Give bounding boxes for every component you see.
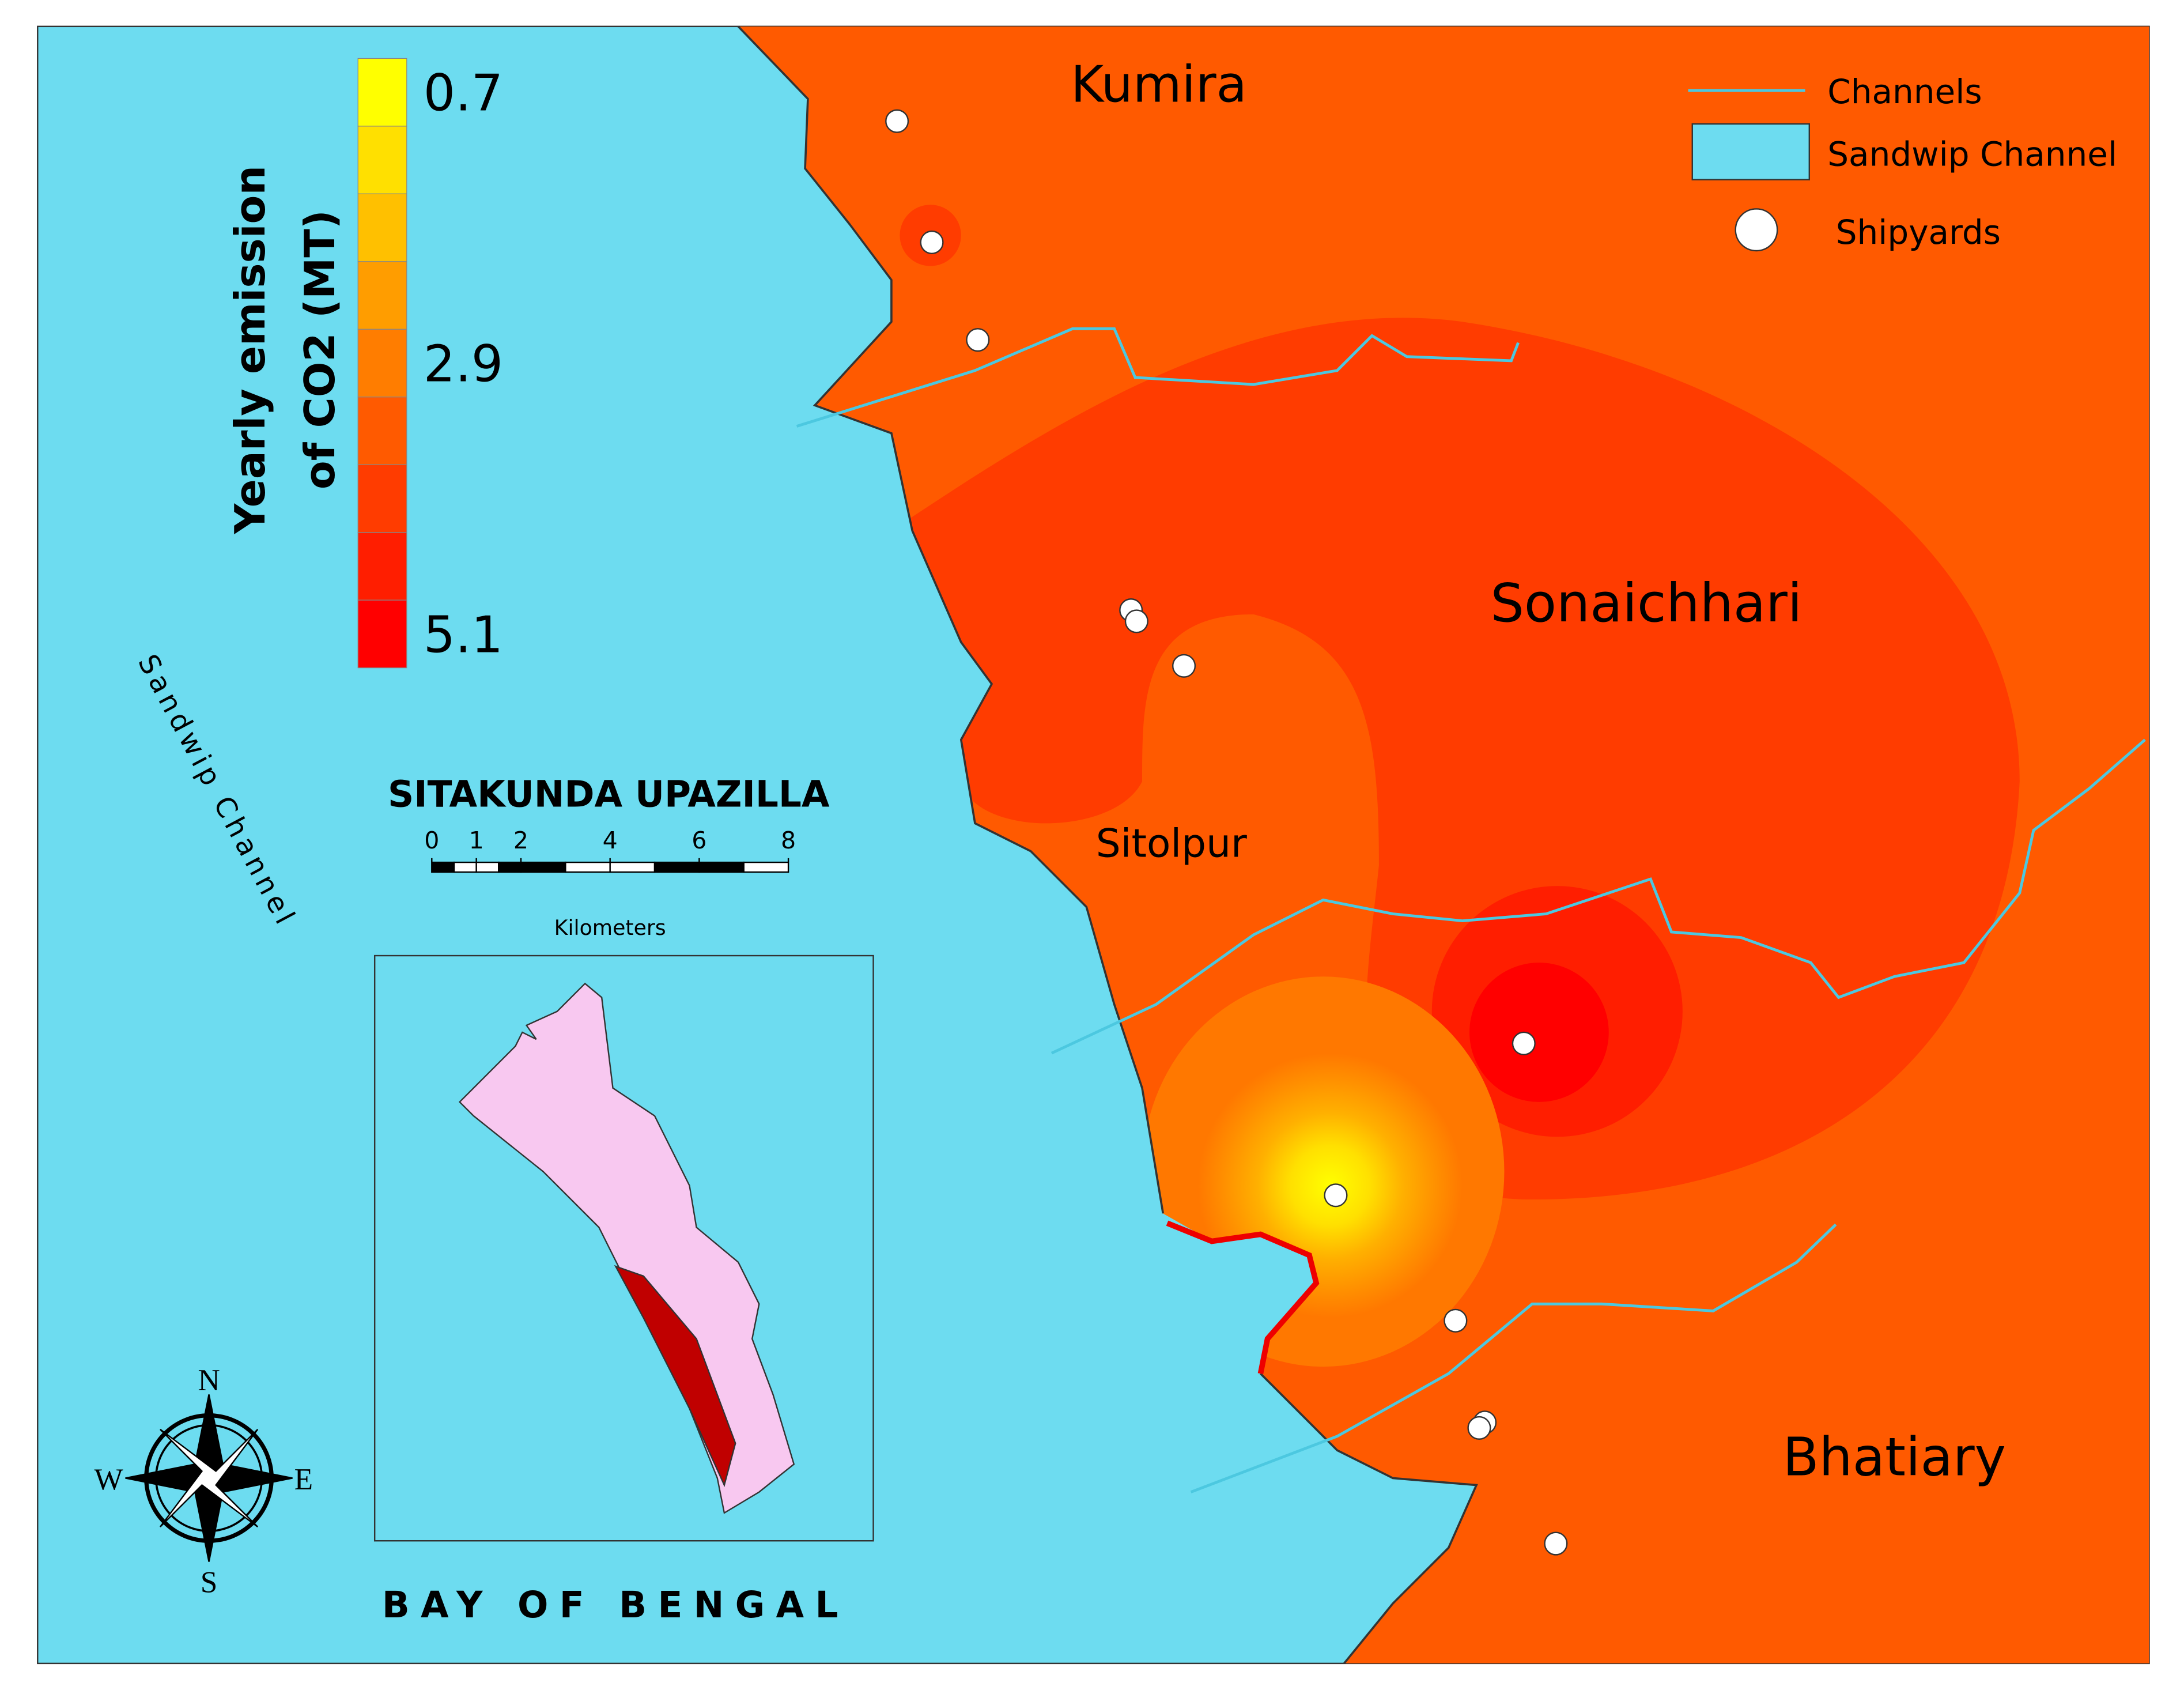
shipyards-part <box>1512 1031 1536 1055</box>
channels-part <box>796 327 1520 428</box>
scale-segment <box>698 861 745 873</box>
shipyards-part <box>1544 1531 1568 1556</box>
scale-tick-label: 2 <box>513 827 528 854</box>
channels <box>796 327 2146 1493</box>
boundary <box>1166 1220 1320 1375</box>
place-label: Sonaichhari <box>1491 572 1803 634</box>
colorbar-class <box>357 397 407 465</box>
compass-label: S <box>201 1565 218 1599</box>
scale-segment <box>453 861 477 873</box>
shipyards-part <box>920 230 944 255</box>
legend-swatch <box>1735 208 1778 252</box>
scale-tick-label: 1 <box>469 827 484 854</box>
scale-segment <box>743 861 789 873</box>
shipyards <box>885 109 1568 1556</box>
colorbar-class <box>357 193 407 262</box>
compass-label: N <box>198 1363 220 1397</box>
compass-part <box>159 1428 259 1528</box>
shipyards-part <box>1324 1183 1348 1208</box>
colorbar: 0.7 2.9 5.1 <box>357 58 503 669</box>
shipyards-part <box>966 328 990 352</box>
shipyards-part <box>1444 1308 1468 1333</box>
place-label: Bhatiary <box>1783 1427 2006 1488</box>
colorbar-class <box>357 532 407 601</box>
scale-segment <box>565 861 611 873</box>
colorbar-class <box>357 126 407 194</box>
scale-bar: 0 1 2 4 6 8 <box>424 827 796 873</box>
scale-tick-label: 8 <box>781 827 796 854</box>
colorbar-class <box>357 329 407 398</box>
scale-unit: Kilometers <box>554 915 666 940</box>
hotspot-core <box>1469 963 1609 1102</box>
legend-swatch <box>1691 123 1811 180</box>
compass <box>125 1394 293 1562</box>
scale-segment <box>475 861 500 873</box>
scale-tick-label: 6 <box>692 827 706 854</box>
scale-tick-label: 0 <box>424 827 439 854</box>
legend-label: Sandwip Channel <box>1827 135 2117 174</box>
colorbar-title: Yearly emission <box>226 165 275 534</box>
colorbar-class <box>357 261 407 330</box>
coastline <box>737 25 1478 1665</box>
shipyards-part <box>1172 654 1196 678</box>
scale-segment <box>520 861 566 873</box>
scale-segment <box>431 861 455 873</box>
colorbar-label: 2.9 <box>424 334 503 393</box>
colorbar-class <box>357 58 407 127</box>
scale-segment <box>609 861 656 873</box>
shipyards-part <box>885 109 909 133</box>
compass-label: E <box>294 1462 313 1496</box>
colorbar-class <box>357 599 407 669</box>
shipyards-part <box>1124 609 1148 633</box>
legend-label: Channels <box>1827 72 1982 111</box>
scale-tick-label: 4 <box>603 827 618 854</box>
inset-study-area <box>614 1265 736 1488</box>
colorbar-class <box>357 464 407 533</box>
colorbar-title: of CO2 (MT) <box>296 210 345 489</box>
colorbar-label: 5.1 <box>424 605 503 664</box>
map-title: SITAKUNDA UPAZILLA <box>388 773 830 815</box>
channels-part <box>1190 1223 1837 1493</box>
shipyards-part <box>1467 1416 1491 1440</box>
scale-segment <box>498 861 522 873</box>
place-label: Sitolpur <box>1096 820 1247 866</box>
high-zone <box>891 318 2020 1200</box>
colorbar-label: 0.7 <box>424 64 503 123</box>
channels-part <box>1051 738 2146 1055</box>
water-label: BAY OF BENGAL <box>382 1584 849 1626</box>
compass-label: W <box>94 1462 123 1496</box>
legend-label: Shipyards <box>1836 213 2001 252</box>
place-label: Kumira <box>1071 55 1247 114</box>
inset-frame <box>373 954 874 1542</box>
scale-segment <box>653 861 700 873</box>
